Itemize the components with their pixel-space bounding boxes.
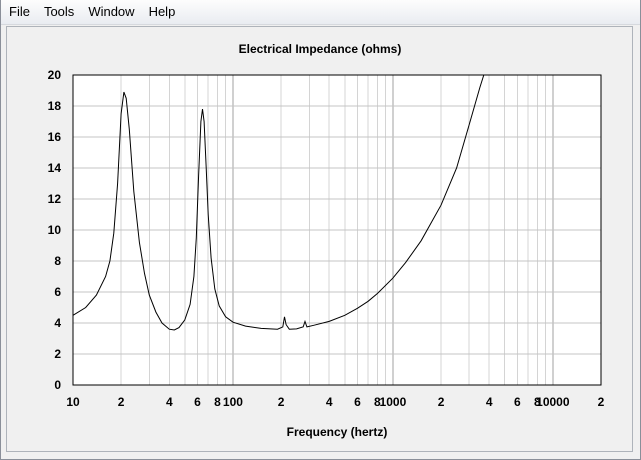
y-tick-label: 14 <box>48 161 62 175</box>
y-tick-label: 8 <box>54 254 61 268</box>
y-tick-label: 6 <box>54 285 61 299</box>
x-tick-label: 2 <box>118 395 125 409</box>
plot-border <box>72 74 602 386</box>
x-tick-label: 8 <box>534 395 541 409</box>
y-tick-label: 12 <box>48 192 62 206</box>
x-tick-label: 6 <box>354 395 361 409</box>
x-tick-label: 8 <box>214 395 221 409</box>
x-tick-label: 100 <box>223 395 243 409</box>
x-tick-label: 2 <box>278 395 285 409</box>
menu-file[interactable]: File <box>9 4 30 19</box>
y-tick-label: 18 <box>48 99 62 113</box>
y-tick-label: 16 <box>48 130 62 144</box>
x-tick-label: 1000 <box>380 395 407 409</box>
y-tick-labels: 0 2 4 6 8 10 12 14 16 18 20 <box>48 68 62 392</box>
y-tick-label: 0 <box>54 378 61 392</box>
y-tick-label: 20 <box>48 68 62 82</box>
x-tick-label: 8 <box>374 395 381 409</box>
menu-window[interactable]: Window <box>88 4 135 19</box>
chart-title: Electrical Impedance (ohms) <box>239 42 402 56</box>
x-tick-label: 2 <box>598 395 605 409</box>
x-tick-label: 6 <box>194 395 201 409</box>
x-tick-label: 10000 <box>536 395 570 409</box>
menu-bar: File Tools Window Help <box>1 0 640 25</box>
y-tick-label: 10 <box>48 223 62 237</box>
menu-tools[interactable]: Tools <box>43 4 75 19</box>
x-tick-label: 2 <box>438 395 445 409</box>
x-tick-label: 6 <box>514 395 521 409</box>
x-tick-label: 4 <box>166 395 173 409</box>
impedance-curve <box>72 74 485 331</box>
y-tick-label: 4 <box>54 316 61 330</box>
x-tick-label: 4 <box>486 395 493 409</box>
x-tick-label: 10 <box>66 395 80 409</box>
x-tick-label: 4 <box>326 395 333 409</box>
y-tick-label: 2 <box>54 347 61 361</box>
menu-help[interactable]: Help <box>148 4 176 19</box>
x-axis-label: Frequency (hertz) <box>287 425 388 439</box>
